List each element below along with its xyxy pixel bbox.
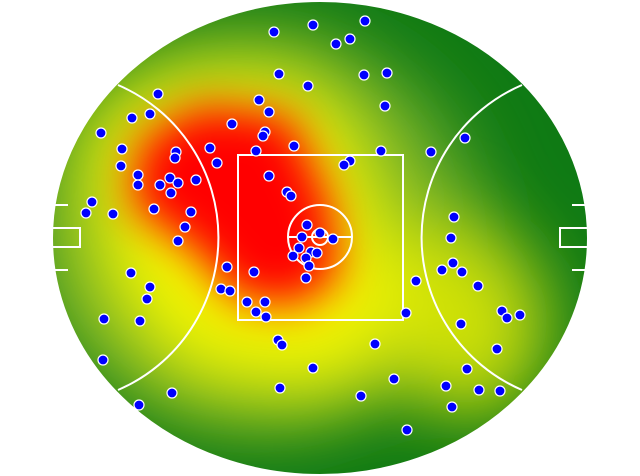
point	[190, 174, 202, 186]
point	[166, 387, 178, 399]
point	[273, 68, 285, 80]
point	[445, 232, 457, 244]
point	[344, 33, 356, 45]
point	[134, 315, 146, 327]
point	[440, 380, 452, 392]
point	[472, 280, 484, 292]
point	[98, 313, 110, 325]
point	[293, 242, 305, 254]
point	[133, 399, 145, 411]
point	[95, 127, 107, 139]
point	[302, 80, 314, 92]
point	[141, 293, 153, 305]
point	[132, 179, 144, 191]
point	[307, 362, 319, 374]
point	[215, 283, 227, 295]
point	[211, 157, 223, 169]
point	[132, 169, 144, 181]
point	[381, 67, 393, 79]
point	[257, 130, 269, 142]
point	[116, 143, 128, 155]
point	[327, 233, 339, 245]
point	[436, 264, 448, 276]
point	[253, 94, 265, 106]
point	[379, 100, 391, 112]
point	[125, 267, 137, 279]
point	[287, 250, 299, 262]
point	[375, 145, 387, 157]
point	[164, 172, 176, 184]
point	[126, 112, 138, 124]
point	[259, 296, 271, 308]
point	[97, 354, 109, 366]
point	[263, 170, 275, 182]
point	[456, 266, 468, 278]
point	[263, 106, 275, 118]
point	[330, 38, 342, 50]
point	[226, 118, 238, 130]
point	[80, 207, 92, 219]
point	[296, 231, 308, 243]
point	[152, 88, 164, 100]
point	[169, 152, 181, 164]
point	[501, 312, 513, 324]
point	[241, 296, 253, 308]
point	[268, 26, 280, 38]
point	[250, 306, 262, 318]
point	[221, 261, 233, 273]
point	[494, 385, 506, 397]
point	[303, 260, 315, 272]
point	[165, 187, 177, 199]
point	[172, 235, 184, 247]
point	[274, 382, 286, 394]
point	[461, 363, 473, 375]
field-lines	[51, 0, 589, 476]
point	[446, 401, 458, 413]
point	[224, 285, 236, 297]
point	[300, 272, 312, 284]
point	[154, 179, 166, 191]
point	[172, 177, 184, 189]
point	[473, 384, 485, 396]
point	[358, 69, 370, 81]
point	[204, 142, 216, 154]
point	[107, 208, 119, 220]
point	[86, 196, 98, 208]
point	[455, 318, 467, 330]
point	[307, 19, 319, 31]
point	[459, 132, 471, 144]
point	[248, 266, 260, 278]
point	[301, 219, 313, 231]
point	[448, 211, 460, 223]
point	[388, 373, 400, 385]
point	[288, 140, 300, 152]
point	[359, 15, 371, 27]
point	[115, 160, 127, 172]
point	[314, 227, 326, 239]
point	[250, 145, 262, 157]
point	[400, 307, 412, 319]
point	[491, 343, 503, 355]
point	[401, 424, 413, 436]
point	[148, 203, 160, 215]
point	[276, 339, 288, 351]
point	[425, 146, 437, 158]
point	[355, 390, 367, 402]
point	[410, 275, 422, 287]
point	[514, 309, 526, 321]
point	[144, 281, 156, 293]
point	[369, 338, 381, 350]
point	[447, 257, 459, 269]
point	[144, 108, 156, 120]
point	[285, 190, 297, 202]
point	[260, 311, 272, 323]
point	[179, 221, 191, 233]
point	[338, 159, 350, 171]
point	[311, 247, 323, 259]
point	[185, 206, 197, 218]
